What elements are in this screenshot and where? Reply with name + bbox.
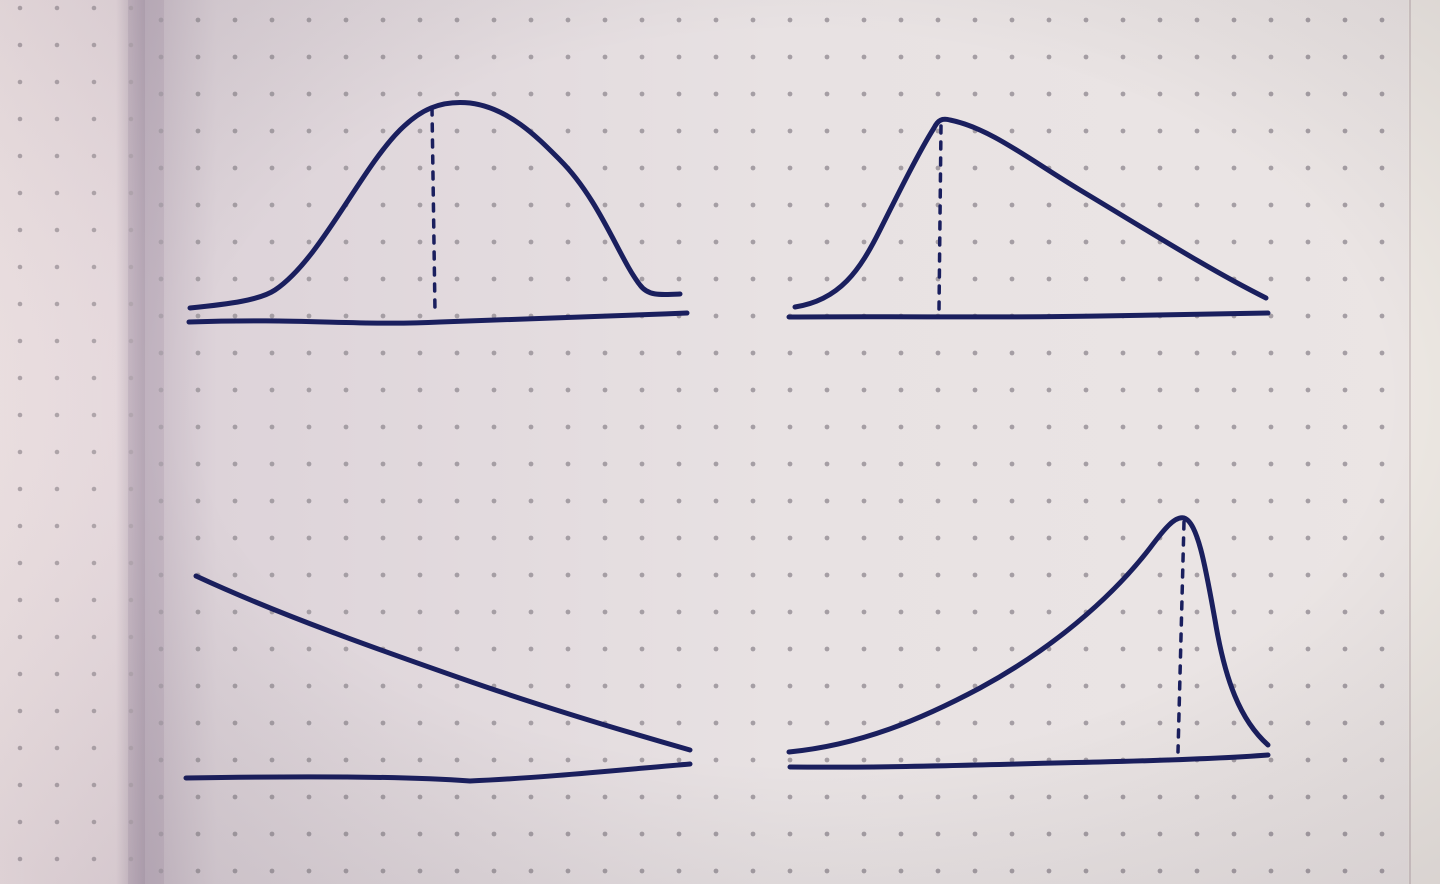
notebook-photo [0,0,1440,884]
photo-vignette [0,0,1440,884]
dotted-notebook-spread [0,0,1440,884]
